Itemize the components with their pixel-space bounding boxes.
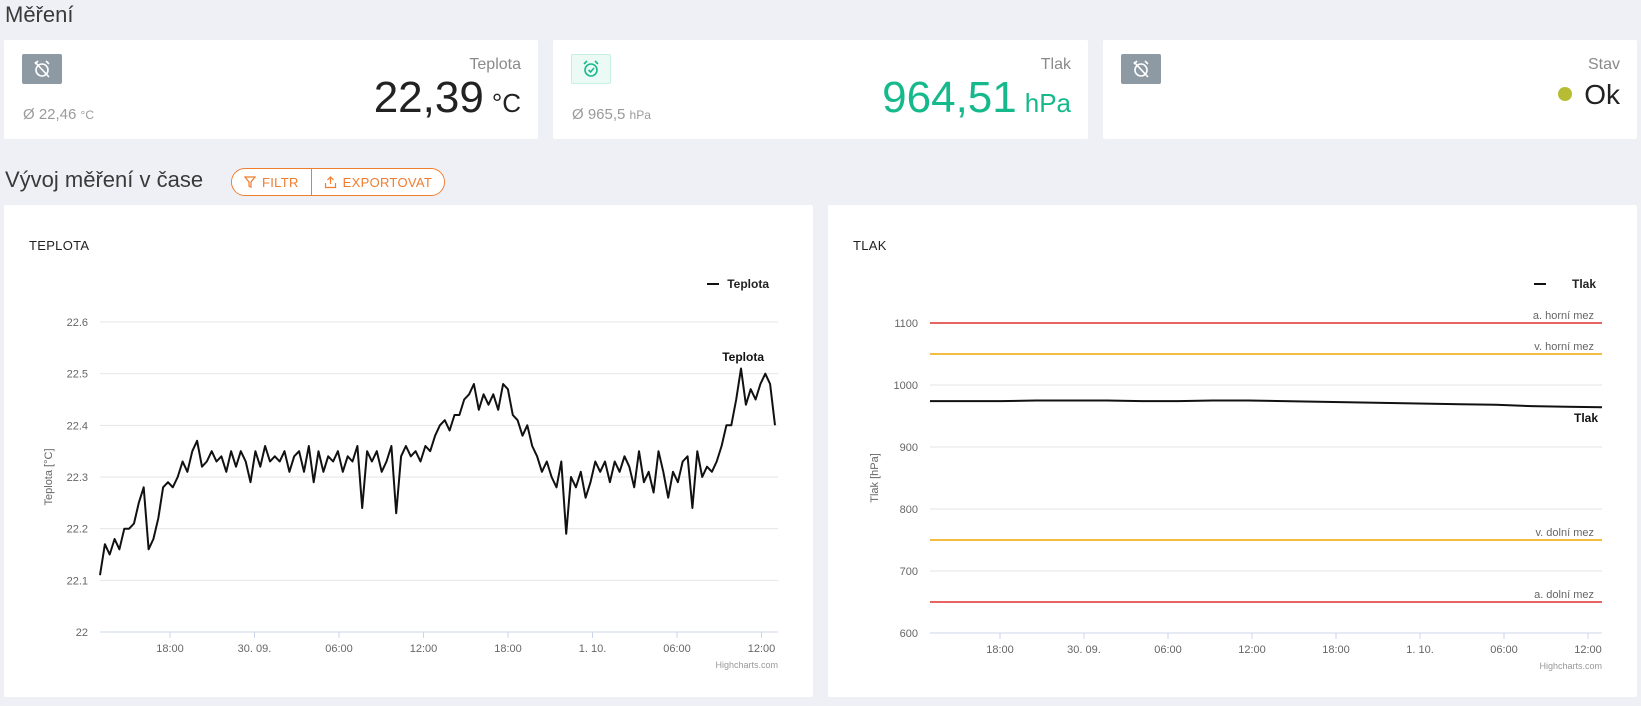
kpi-number: 22,39	[373, 73, 484, 122]
kpi-value: 22,39 °C	[373, 73, 521, 122]
kpi-average-unit: °C	[80, 108, 95, 122]
y-tick-label: 22.5	[67, 369, 88, 381]
x-tick-label: 06:00	[325, 643, 353, 655]
kpi-card-temperature: Teplota 22,39 °C Ø 22,46 °C	[4, 40, 538, 139]
x-tick-label: 18:00	[986, 644, 1014, 656]
filter-label: FILTR	[262, 174, 299, 190]
chart-title: TEPLOTA	[29, 238, 90, 253]
temperature-chart[interactable]: 22 22.1 22.2 22.3 22.4 22.5 22.6 18:00 30. 09. 06…	[4, 205, 813, 697]
kpi-unit: °C	[491, 88, 521, 118]
chart-card-temperature: TEPLOTA 22 22.1 22.2 22.3 22.4 22.5 22.6 18:00 3…	[4, 205, 813, 697]
y-tick-label: 700	[900, 566, 918, 578]
x-tick-label: 06:00	[663, 643, 691, 655]
threshold-label: a. dolní mez	[1534, 589, 1594, 601]
x-tick-label: 1. 10.	[1406, 644, 1434, 656]
series-line	[99, 367, 776, 576]
export-button[interactable]: EXPORTOVAT	[310, 169, 445, 195]
legend-item: Teplota	[707, 277, 769, 291]
export-label: EXPORTOVAT	[342, 174, 433, 190]
kpi-average-unit: hPa	[629, 108, 651, 122]
chart-credit: Highcharts.com	[715, 660, 778, 670]
y-tick-label: 900	[900, 442, 918, 454]
alarm-off-icon[interactable]	[1121, 54, 1161, 84]
series-line	[930, 399, 1603, 409]
x-tick-label: 06:00	[1154, 644, 1182, 656]
kpi-label: Tlak	[1040, 56, 1071, 73]
kpi-label: Stav	[1587, 56, 1620, 73]
kpi-average: Ø 22,46 °C	[23, 106, 94, 123]
threshold-label: v. dolní mez	[1536, 527, 1595, 539]
y-tick-label: 22.2	[67, 524, 88, 536]
filter-icon	[244, 176, 256, 188]
kpi-average-value: Ø 965,5	[572, 106, 626, 123]
x-tick-label: 06:00	[1490, 644, 1518, 656]
x-tick-label: 30. 09.	[1067, 644, 1101, 656]
chart-title: TLAK	[853, 238, 887, 253]
y-tick-label: 22	[76, 627, 88, 639]
kpi-average-value: Ø 22,46	[23, 106, 77, 123]
threshold-label: a. horní mez	[1533, 310, 1594, 322]
page-title: Měření	[5, 2, 74, 27]
kpi-value: 964,51 hPa	[882, 73, 1071, 122]
y-tick-label: 22.4	[67, 420, 88, 432]
status-dot	[1558, 86, 1573, 101]
y-tick-label: 1100	[894, 318, 918, 330]
kpi-unit: hPa	[1024, 88, 1071, 118]
x-tick-label: 18:00	[1322, 644, 1350, 656]
chart-credit: Highcharts.com	[1539, 661, 1602, 671]
x-tick-label: 18:00	[156, 643, 184, 655]
export-icon	[324, 175, 336, 188]
filter-button[interactable]: FILTR	[232, 169, 311, 195]
status-text: Ok	[1584, 79, 1620, 110]
kpi-card-pressure: Tlak 964,51 hPa Ø 965,5 hPa	[553, 40, 1088, 139]
threshold-label: v. horní mez	[1534, 341, 1594, 353]
series-label: Tlak	[1574, 411, 1598, 425]
y-tick-label: 600	[900, 628, 918, 640]
x-tick-label: 12:00	[1574, 644, 1602, 656]
x-tick-label: 12:00	[748, 643, 776, 655]
x-tick-label: 18:00	[494, 643, 522, 655]
trend-actions: FILTR EXPORTOVAT	[231, 168, 446, 196]
y-tick-label: 22.1	[67, 575, 88, 587]
y-axis-title: Teplota [°C]	[43, 449, 55, 506]
x-tick-label: 30. 09.	[238, 643, 272, 655]
y-axis-title: Tlak [hPa]	[869, 453, 881, 503]
x-tick-label: 12:00	[410, 643, 438, 655]
kpi-label: Teplota	[469, 56, 521, 73]
legend-item: Tlak	[1534, 277, 1596, 291]
series-label: Teplota	[722, 350, 764, 364]
y-tick-label: 22.6	[67, 317, 88, 329]
legend-label: Teplota	[727, 277, 769, 291]
chart-card-pressure: TLAK 600 700 800 900 1000 1100 18:00 30. 09. 06:…	[828, 205, 1637, 697]
y-tick-label: 22.3	[67, 472, 88, 484]
kpi-card-status: Stav Ok	[1103, 40, 1637, 139]
y-tick-label: 800	[900, 504, 918, 516]
alarm-off-icon[interactable]	[22, 54, 62, 84]
section-title-trend: Vývoj měření v čase	[5, 167, 204, 192]
kpi-average: Ø 965,5 hPa	[572, 106, 651, 123]
legend-label: Tlak	[1572, 277, 1596, 291]
pressure-chart[interactable]: 600 700 800 900 1000 1100 18:00 30. 09. 06:00 12:…	[828, 205, 1637, 697]
kpi-number: 964,51	[882, 73, 1017, 122]
y-tick-label: 1000	[894, 380, 918, 392]
x-tick-label: 1. 10.	[579, 643, 607, 655]
kpi-value: Ok	[1558, 79, 1620, 111]
alarm-on-icon[interactable]	[571, 54, 611, 84]
x-tick-label: 12:00	[1238, 644, 1266, 656]
